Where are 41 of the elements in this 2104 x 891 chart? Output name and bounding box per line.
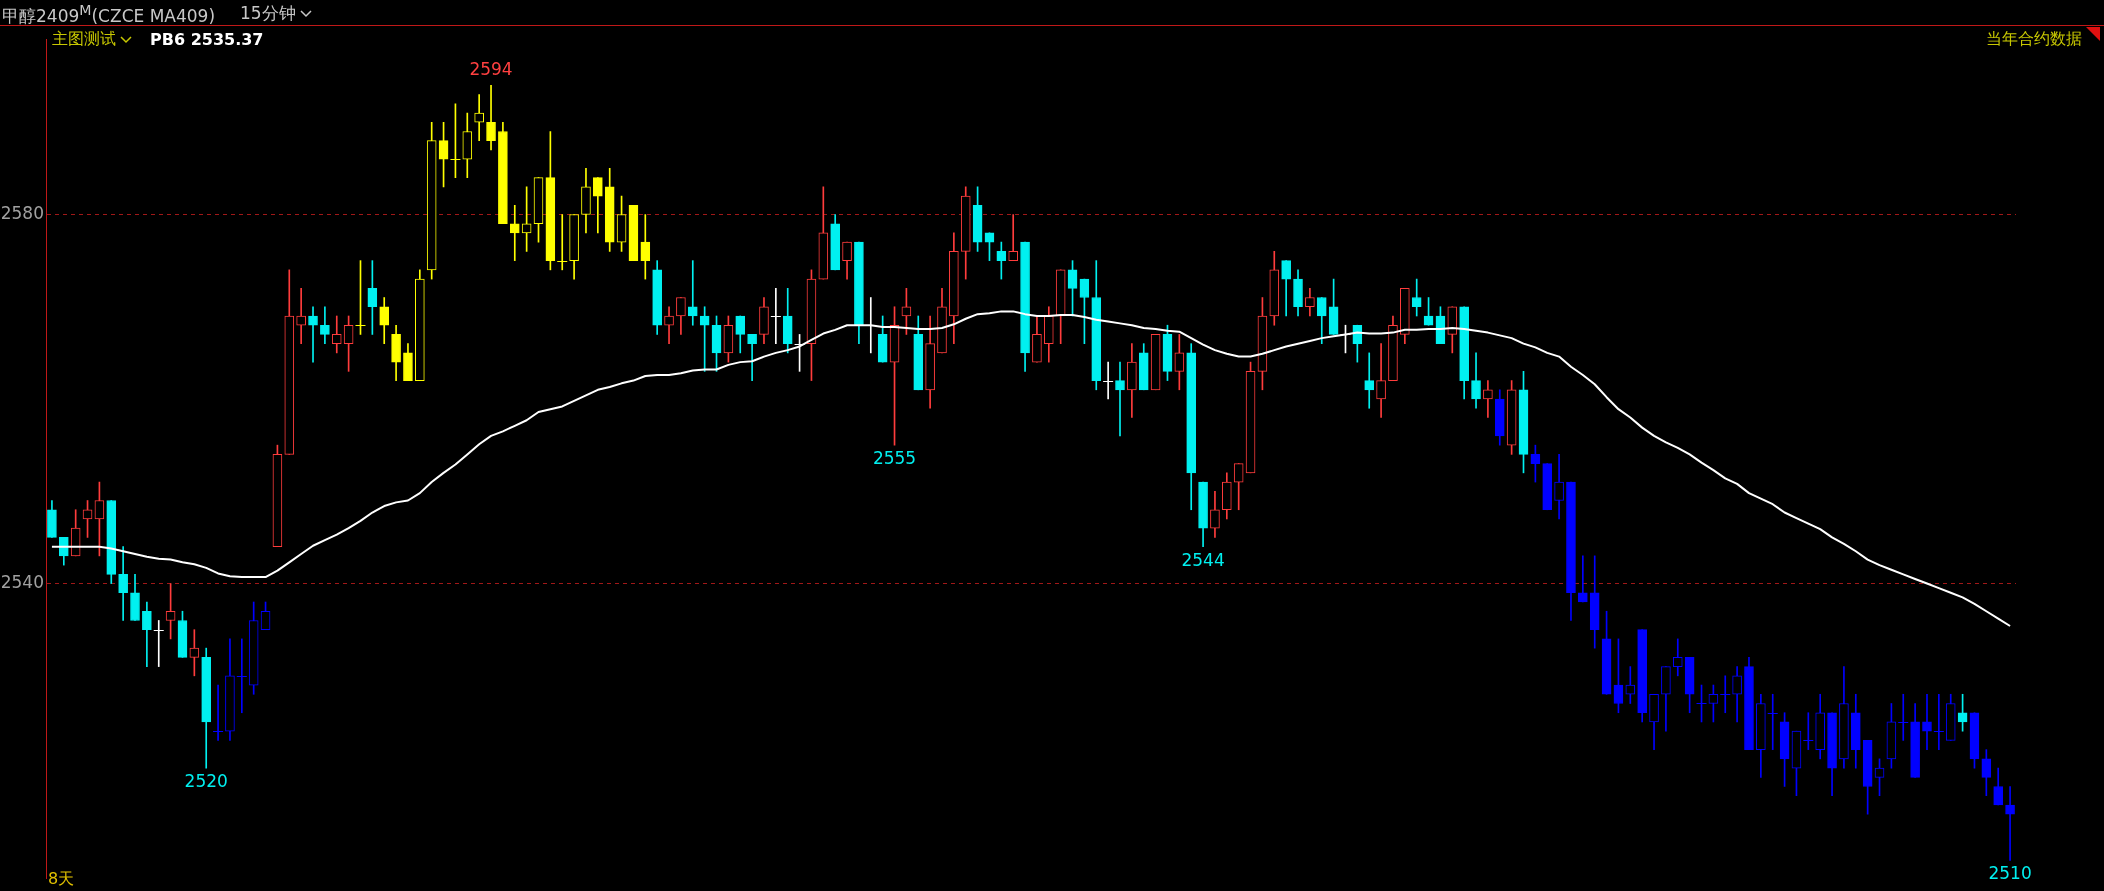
candlestick [1933,693,1945,750]
candlestick [747,334,757,381]
candlestick [1625,666,1636,704]
candlestick [687,260,698,326]
candlestick [1376,343,1386,418]
candlestick [308,306,318,363]
chart-title: 甲醇2409$^{M}$(CZCE MA409) [2,2,216,26]
annotation: 当年合约数据 [1986,29,2082,50]
candlestick [664,306,674,344]
candlestick [1115,361,1125,437]
candlestick [474,94,484,142]
annotation: 2555 [872,448,917,469]
candlestick [1922,693,1932,750]
annotation: 主图测试 [52,29,116,50]
candlestick [1008,214,1019,261]
candlestick [1802,712,1814,750]
candlestick [2005,786,2015,861]
candlestick [1102,361,1114,400]
candlestick [556,214,568,271]
candlestick [296,287,306,344]
y-tick-label: 2580 [0,202,44,223]
candlestick [212,684,224,741]
candlestick [1719,675,1731,714]
candlestick [509,204,520,261]
annotation: 2520 [184,771,228,792]
candlestick [1483,380,1493,418]
candlestick [1897,693,1909,741]
candlestick [236,638,248,714]
text: 15分钟 [240,2,296,25]
candlestick [320,306,330,344]
candlestick [153,620,165,667]
candlestick [1767,693,1779,750]
y-tick-label: 2540 [0,571,44,592]
candlestick [770,287,782,344]
annotation: PB6 2535.37 [150,30,264,49]
annotation: 2594 [469,59,513,80]
annotation: 8天 [48,869,75,890]
candlestick [1578,555,1588,603]
candlestick [1364,352,1375,409]
annotation: 2544 [1181,549,1225,570]
annotation: 2510 [1988,863,2032,884]
